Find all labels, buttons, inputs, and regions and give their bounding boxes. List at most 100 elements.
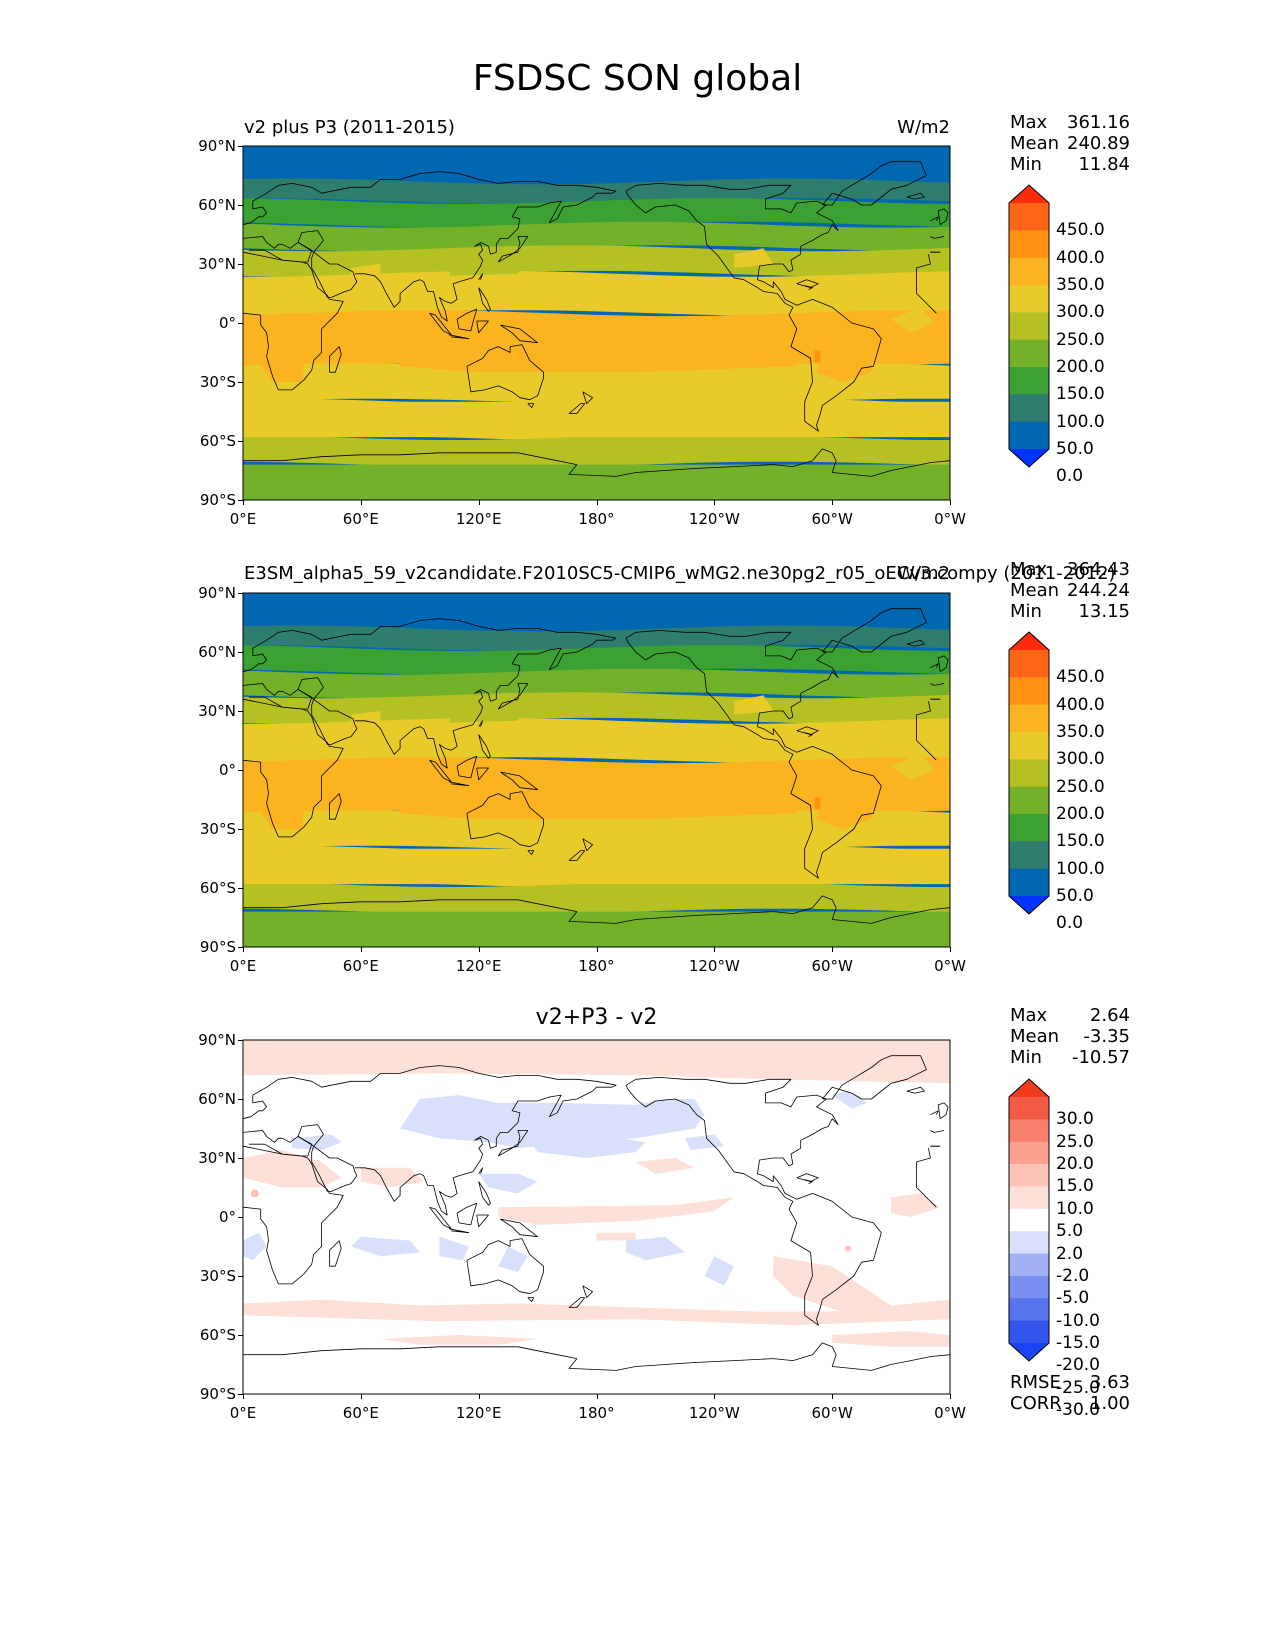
colorbar-segment (1009, 1298, 1049, 1322)
contour-region (449, 701, 528, 723)
coastlines (243, 608, 951, 924)
map-plot-reference (243, 592, 951, 948)
lon-tick-mark (832, 500, 834, 505)
colorbar-segment (1009, 759, 1049, 788)
colorbar-level-label: 25.0 (1056, 1131, 1094, 1152)
coastline (527, 850, 535, 855)
stat-value: 11.84 (1078, 154, 1130, 175)
contour-region (626, 1236, 685, 1261)
lon-tick-mark (714, 947, 716, 952)
stat-value: -10.57 (1071, 1047, 1130, 1068)
coastline (297, 230, 358, 298)
lon-tick-label: 60°W (811, 1404, 853, 1422)
contour-region (635, 1158, 695, 1174)
panel-units: W/m2 (897, 117, 950, 138)
contour-region (891, 307, 935, 333)
stat-value: 13.15 (1078, 601, 1130, 622)
colorbar-extend-max (1009, 632, 1049, 650)
metric-rmse-label: RMSE (1010, 1372, 1061, 1393)
lat-tick-label: 30°S (199, 1267, 236, 1285)
coastline (297, 677, 358, 745)
coastline (527, 403, 535, 408)
stat-label: Max (1010, 1005, 1048, 1026)
coastline (568, 1297, 586, 1308)
figure-title: FSDSC SON global (472, 58, 803, 99)
coastline (497, 1130, 529, 1157)
lon-tick-mark (950, 1394, 951, 1399)
lon-tick-mark (832, 947, 834, 952)
colorbar-segment (1009, 841, 1049, 870)
map-plot-test (242, 145, 951, 501)
coastline (500, 324, 538, 344)
colorbar-segment (1009, 339, 1049, 368)
colorbar-segment (1009, 732, 1049, 760)
colorbar-segment (1009, 1141, 1049, 1165)
colorbar-level-label: 350.0 (1056, 722, 1105, 742)
colorbar-extend-min (1009, 1343, 1049, 1361)
coastline (476, 1214, 489, 1228)
contour-band (243, 198, 950, 228)
lon-tick-label: 0°W (934, 510, 966, 528)
colorbar-level-label: 400.0 (1056, 694, 1105, 715)
lat-tick-mark (238, 205, 243, 206)
lon-tick-mark (478, 1394, 480, 1399)
colorbar-segment (1009, 285, 1049, 313)
coastlines (242, 161, 951, 477)
lon-tick-mark (714, 500, 716, 505)
contour-region (360, 1167, 424, 1188)
coastline (497, 683, 529, 710)
lat-tick-mark (238, 1335, 243, 1336)
lat-tick-mark (238, 711, 243, 712)
lat-tick-mark (238, 323, 243, 324)
lat-tick-mark (238, 1276, 243, 1277)
colorbar-level-label: 300.0 (1056, 302, 1105, 323)
lat-tick-mark (238, 652, 243, 653)
coastline (478, 1181, 491, 1206)
lon-tick-label: 60°E (342, 957, 379, 975)
lon-tick-label: 120°E (455, 1404, 502, 1422)
lat-tick-label: 90°N (198, 584, 236, 602)
stat-value: 244.24 (1067, 580, 1130, 601)
contour-region (814, 350, 821, 363)
coastline (243, 448, 951, 477)
contour-band (243, 645, 950, 675)
contour-band (243, 178, 950, 204)
colorbar-level-label: 200.0 (1056, 357, 1105, 377)
lat-tick-mark (238, 441, 243, 442)
contour-region (351, 1236, 420, 1257)
coastline (242, 171, 617, 322)
lon-tick-label: 180° (578, 510, 615, 528)
colorbar-segment (1009, 786, 1049, 815)
lat-tick-label: 60°N (198, 196, 236, 214)
contour-region (891, 754, 935, 780)
coastline (568, 850, 586, 861)
colorbar-level-label: -30.0 (1056, 1400, 1100, 1421)
contour-region (250, 1189, 259, 1198)
colorbar-extend-min (1009, 449, 1049, 467)
contour-band (243, 625, 950, 651)
lat-tick-mark (238, 264, 243, 265)
colorbar-test (1008, 184, 1050, 468)
lat-tick-label: 60°S (199, 1326, 236, 1344)
stat-value: 2.64 (1089, 1005, 1130, 1026)
contour-band (243, 245, 950, 277)
lon-tick-label: 120°W (688, 1404, 740, 1422)
stat-label: Mean (1010, 1026, 1060, 1047)
lat-tick-label: 30°S (199, 373, 236, 391)
contour-region (498, 1197, 734, 1225)
lon-tick-label: 120°E (455, 957, 502, 975)
contour-region (527, 1134, 646, 1158)
colorbar-outline (1008, 631, 1050, 915)
coastline (449, 334, 470, 340)
coastline (478, 287, 491, 312)
coastlines (243, 1055, 951, 1371)
coastline (937, 1102, 949, 1120)
colorbar-level-label: 15.0 (1056, 1176, 1094, 1197)
lat-tick-label: 90°S (199, 1385, 236, 1403)
lat-tick-label: 60°N (198, 1090, 236, 1108)
coastline (930, 216, 939, 222)
colorbar-extend-max (1009, 185, 1049, 203)
contour-region (816, 338, 876, 382)
coastline (466, 791, 544, 848)
contour-region (243, 1232, 267, 1261)
